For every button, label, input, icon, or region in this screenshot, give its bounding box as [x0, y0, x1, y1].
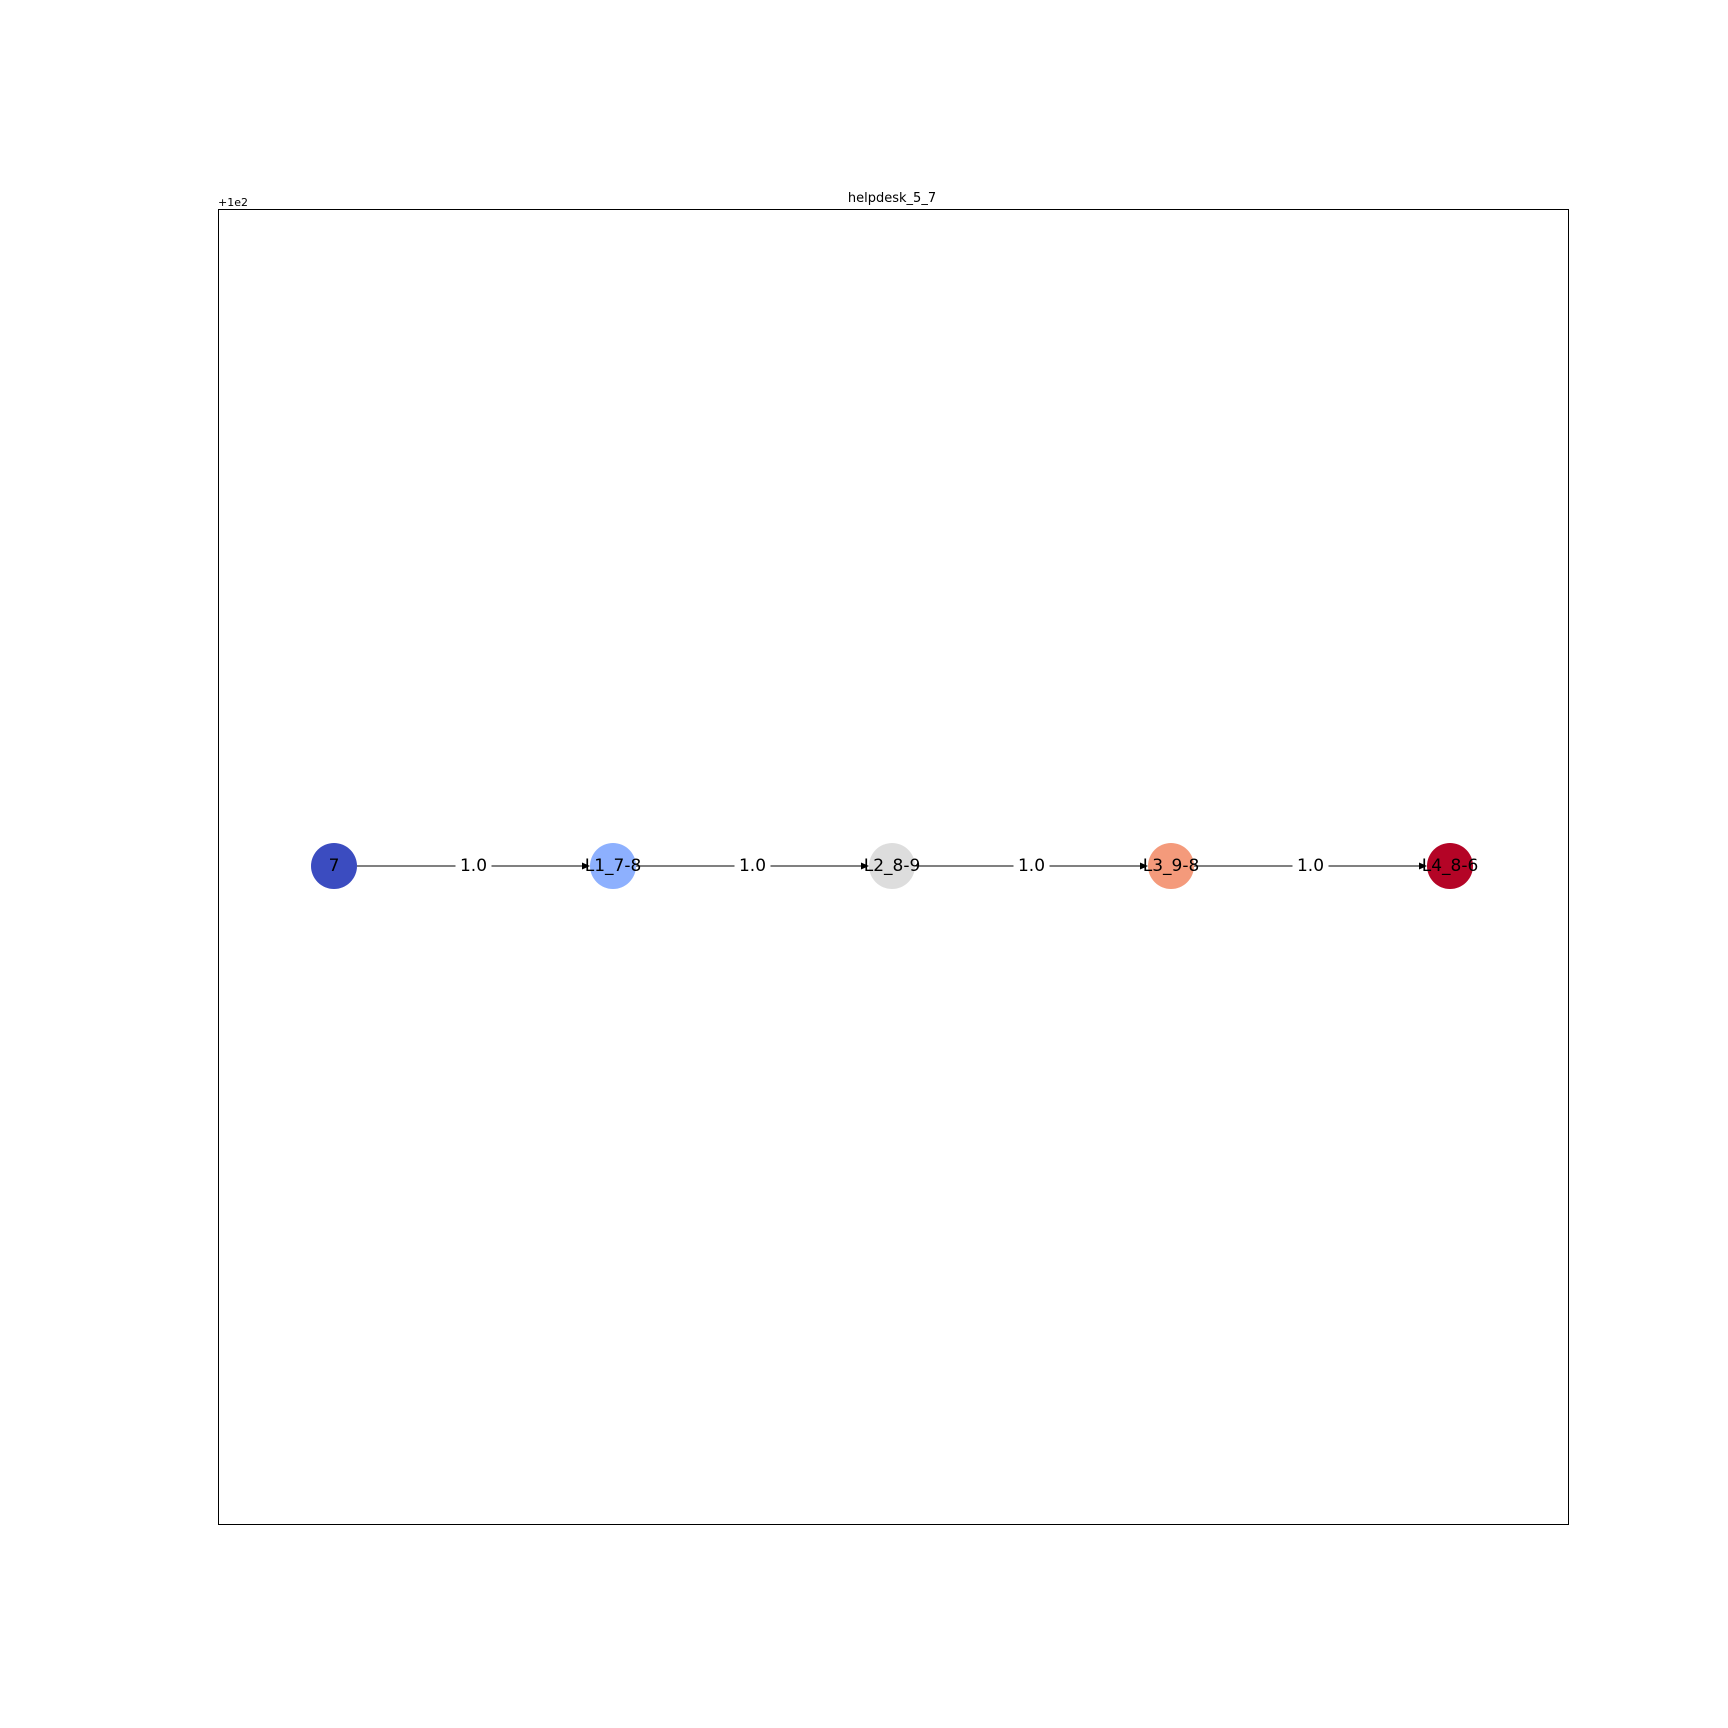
node-L4_8-6: L4_8-6 — [1422, 843, 1479, 889]
axis-offset-label: +1e2 — [218, 196, 248, 209]
node-circle — [1148, 843, 1194, 889]
edge-arrowhead — [1419, 862, 1427, 870]
node-label: L2_8-9 — [864, 856, 921, 876]
node-label: L1_7-8 — [585, 856, 642, 876]
edge-2: 1.0 — [636, 854, 869, 878]
node-L1_7-8: L1_7-8 — [585, 843, 642, 889]
edge-arrowhead — [582, 862, 590, 870]
edge-label: 1.0 — [1297, 856, 1324, 876]
node-circle — [311, 843, 357, 889]
edge-label: 1.0 — [460, 856, 487, 876]
edge-1: 1.0 — [357, 854, 590, 878]
node-label: L4_8-6 — [1422, 856, 1479, 876]
edge-label-background — [1013, 854, 1050, 878]
node-label: 7 — [329, 856, 340, 876]
edge-label: 1.0 — [739, 856, 766, 876]
edges-layer: 1.0 1.0 1.0 1.0 — [357, 854, 1427, 878]
edge-label: 1.0 — [1018, 856, 1045, 876]
edge-arrowhead — [1140, 862, 1148, 870]
node-circle — [1427, 843, 1473, 889]
figure-title: helpdesk_5_7 — [848, 191, 936, 206]
plot-frame — [218, 209, 1569, 1525]
edge-label-background — [734, 854, 771, 878]
edge-3: 1.0 — [915, 854, 1148, 878]
node-label: L3_9-8 — [1143, 856, 1200, 876]
node-L3_9-8: L3_9-8 — [1143, 843, 1200, 889]
node-7: 7 — [311, 843, 357, 889]
edge-label-background — [1292, 854, 1329, 878]
edge-arrowhead — [861, 862, 869, 870]
edge-label-background — [455, 854, 492, 878]
edge-4: 1.0 — [1194, 854, 1427, 878]
nodes-layer: 7 L1_7-8 L2_8-9 L3_9-8 L4_8-6 — [311, 843, 1478, 889]
node-circle — [590, 843, 636, 889]
node-circle — [869, 843, 915, 889]
node-L2_8-9: L2_8-9 — [864, 843, 921, 889]
